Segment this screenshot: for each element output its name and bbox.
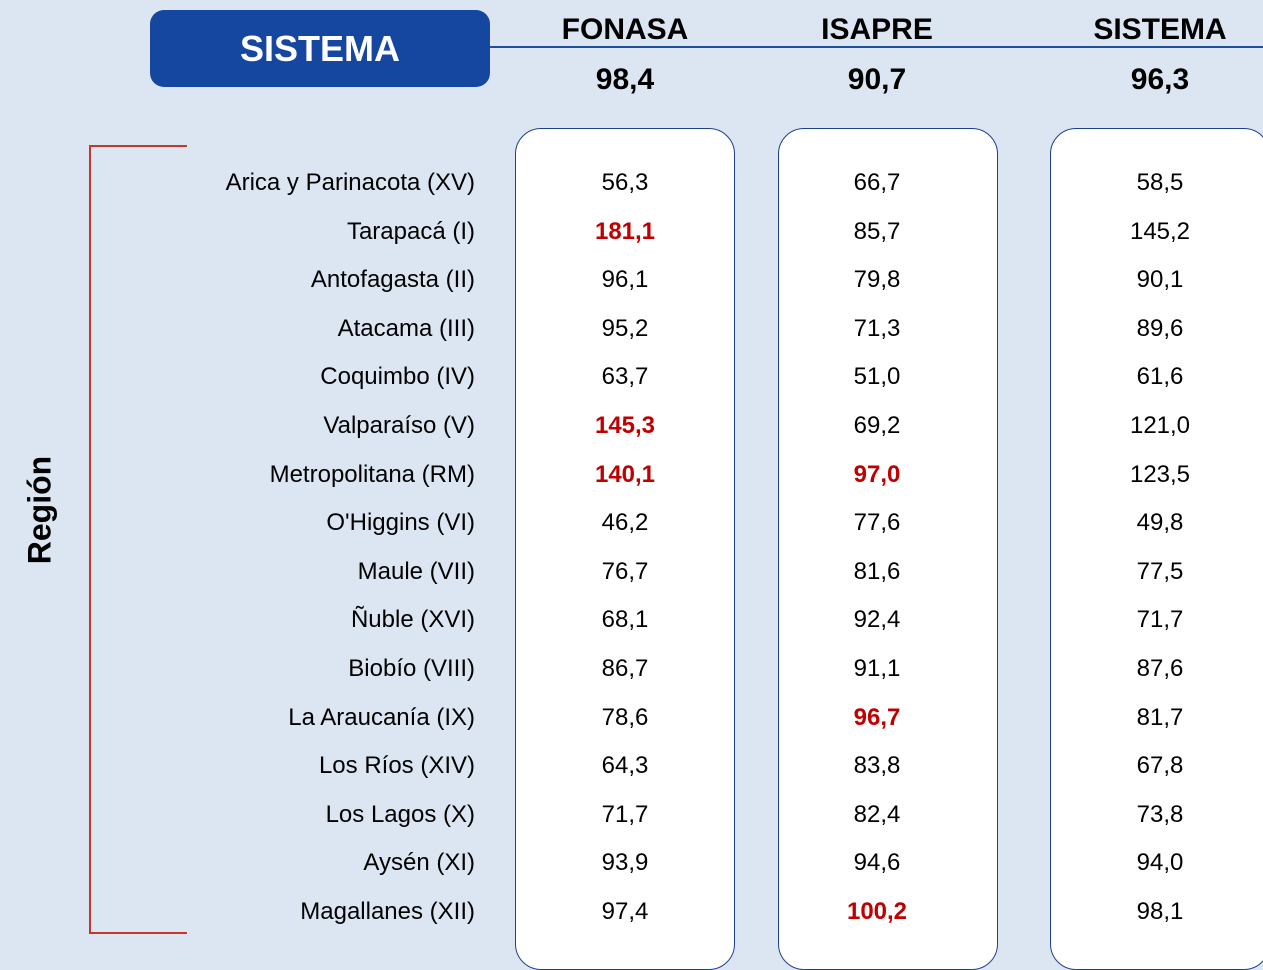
region-label: Arica y Parinacota (XV) <box>225 169 475 196</box>
value-cell: 76,7 <box>601 557 649 585</box>
value-cell: 96,7 <box>853 703 901 731</box>
axis-label: Región <box>21 455 58 565</box>
region-label: O'Higgins (VI) <box>326 509 475 537</box>
column-total: 96,3 <box>1130 63 1190 96</box>
value-cell: 71,7 <box>601 800 649 828</box>
value-cell: 89,6 <box>1136 314 1184 342</box>
value-cell: 51,0 <box>853 363 901 391</box>
value-cell: 69,2 <box>853 412 901 439</box>
value-cell: 78,6 <box>601 703 649 731</box>
region-label: Valparaíso (V) <box>323 412 475 439</box>
column-box <box>515 128 735 970</box>
value-cell: 145,2 <box>1129 217 1191 245</box>
bracket-bottom <box>89 932 187 934</box>
value-cell: 71,7 <box>1136 606 1184 634</box>
value-cell: 79,8 <box>853 266 901 294</box>
title-box: SISTEMA <box>150 10 490 87</box>
column-header: FONASA <box>561 13 689 46</box>
bracket-top <box>89 145 187 147</box>
page: SISTEMA Región (() => { const data = JSO… <box>21 10 1263 970</box>
value-cell: 98,1 <box>1136 898 1184 925</box>
region-label: Biobío (VIII) <box>348 655 475 682</box>
value-cell: 63,7 <box>601 363 649 391</box>
header-rule <box>490 46 1263 48</box>
column-header: SISTEMA <box>1093 13 1227 46</box>
value-cell: 123,5 <box>1129 460 1191 488</box>
region-label: Tarapacá (I) <box>346 217 475 245</box>
value-cell: 82,4 <box>853 800 901 828</box>
region-label: Metropolitana (RM) <box>269 460 475 488</box>
value-cell: 95,2 <box>601 314 649 342</box>
region-label: Antofagasta (II) <box>310 266 475 294</box>
value-cell: 81,7 <box>1136 703 1184 731</box>
value-cell: 140,1 <box>594 460 656 488</box>
value-cell: 121,0 <box>1129 412 1191 439</box>
region-label: Aysén (XI) <box>363 849 475 877</box>
value-cell: 77,6 <box>853 509 901 537</box>
value-cell: 90,1 <box>1136 266 1184 294</box>
region-label: Los Ríos (XIV) <box>318 752 475 780</box>
value-cell: 49,8 <box>1136 509 1184 537</box>
value-cell: 46,2 <box>601 509 649 537</box>
region-label: Maule (VII) <box>357 557 475 585</box>
column-box <box>778 128 998 970</box>
value-cell: 71,3 <box>853 314 901 342</box>
value-cell: 100,2 <box>846 898 908 925</box>
value-cell: 91,1 <box>853 655 901 682</box>
region-label: Ñuble (XVI) <box>350 606 475 634</box>
value-cell: 181,1 <box>594 217 656 245</box>
region-label: Los Lagos (X) <box>325 800 475 828</box>
column-total: 98,4 <box>595 63 655 96</box>
region-label: La Araucanía (IX) <box>288 703 475 731</box>
value-cell: 96,1 <box>601 266 649 294</box>
value-cell: 68,1 <box>601 606 649 634</box>
column-header: ISAPRE <box>821 13 933 46</box>
column-box <box>1050 128 1263 970</box>
value-cell: 58,5 <box>1136 169 1184 196</box>
value-cell: 97,4 <box>601 898 649 925</box>
value-cell: 94,0 <box>1136 849 1184 877</box>
value-cell: 86,7 <box>601 655 649 682</box>
value-cell: 145,3 <box>594 412 656 439</box>
value-cell: 83,8 <box>853 752 901 780</box>
region-label: Magallanes (XII) <box>300 898 475 925</box>
value-cell: 93,9 <box>601 849 649 877</box>
bracket <box>89 145 91 934</box>
value-cell: 67,8 <box>1136 752 1184 780</box>
value-cell: 77,5 <box>1136 557 1184 585</box>
value-cell: 85,7 <box>853 217 901 245</box>
value-cell: 94,6 <box>853 849 901 877</box>
value-cell: 56,3 <box>601 169 649 196</box>
value-cell: 61,6 <box>1136 363 1184 391</box>
value-cell: 92,4 <box>853 606 901 634</box>
region-label: Coquimbo (IV) <box>320 363 475 391</box>
region-label: Atacama (III) <box>337 314 475 342</box>
value-cell: 64,3 <box>601 752 649 780</box>
column-total: 90,7 <box>847 63 907 96</box>
value-cell: 81,6 <box>853 557 901 585</box>
value-cell: 97,0 <box>853 460 901 488</box>
value-cell: 73,8 <box>1136 800 1184 828</box>
value-cell: 66,7 <box>853 169 901 196</box>
value-cell: 87,6 <box>1136 655 1184 682</box>
